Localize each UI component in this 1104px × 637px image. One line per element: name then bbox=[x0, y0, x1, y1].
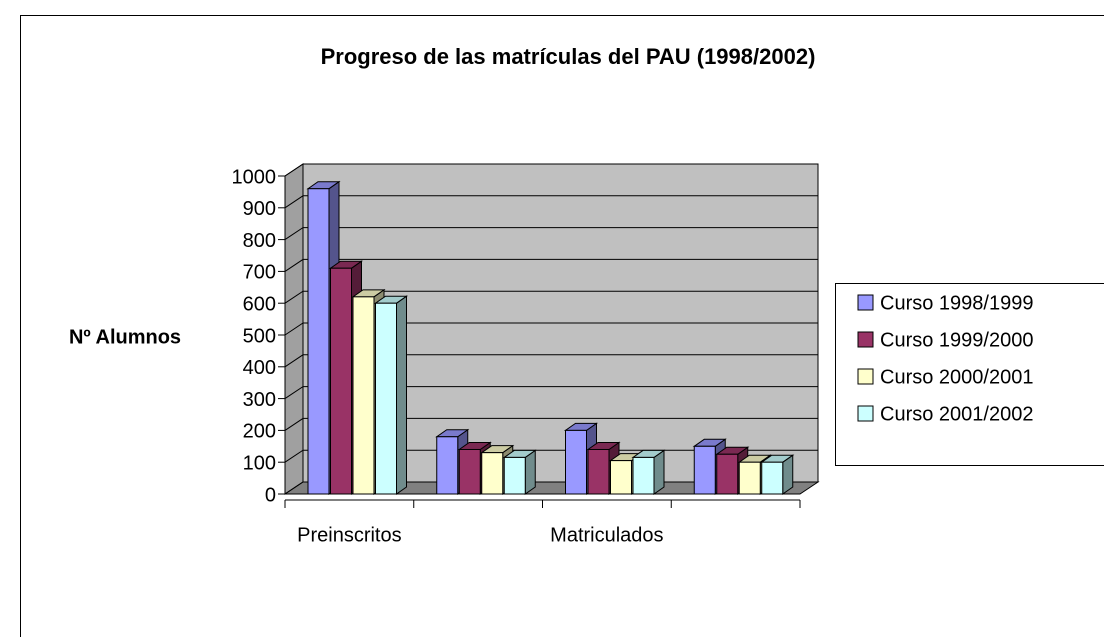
legend-swatch bbox=[857, 331, 874, 348]
grid-line bbox=[284, 386, 818, 400]
legend-label: Curso 1998/1999 bbox=[880, 292, 1033, 314]
legend-swatch bbox=[857, 294, 874, 311]
y-tick-label: 700 bbox=[243, 262, 276, 284]
grid-line bbox=[284, 163, 818, 177]
grid-line bbox=[284, 227, 818, 241]
grid-line bbox=[284, 258, 818, 272]
bar-front bbox=[375, 302, 397, 495]
grid-line bbox=[284, 417, 818, 431]
bar bbox=[760, 454, 795, 495]
y-tick-label: 300 bbox=[243, 389, 276, 411]
y-axis-label: Nº Alumnos bbox=[69, 326, 181, 348]
bar-front bbox=[761, 461, 784, 495]
legend-swatch bbox=[857, 405, 874, 422]
bar bbox=[373, 295, 409, 495]
y-tick-label: 400 bbox=[243, 357, 276, 379]
y-tick-label: 200 bbox=[243, 421, 276, 443]
bar-front bbox=[738, 461, 761, 495]
bar-side bbox=[396, 295, 407, 495]
bar-front bbox=[458, 448, 481, 495]
bar bbox=[502, 449, 537, 495]
y-tick-label: 500 bbox=[243, 325, 276, 347]
bar-front bbox=[436, 436, 459, 495]
x-tick-label: Preinscritos bbox=[297, 524, 401, 546]
y-tick-label: 1000 bbox=[232, 166, 277, 188]
bar bbox=[631, 449, 666, 495]
legend-label: Curso 2000/2001 bbox=[880, 366, 1033, 388]
bar-front bbox=[481, 452, 504, 495]
y-tick-label: 0 bbox=[265, 484, 276, 506]
bar-front bbox=[565, 429, 587, 495]
bar-front bbox=[632, 456, 655, 495]
bar-front bbox=[716, 453, 739, 495]
x-tick-label: Matriculados bbox=[550, 524, 663, 546]
bar-front bbox=[352, 296, 375, 495]
bar-front bbox=[330, 267, 352, 495]
y-tick-label: 900 bbox=[243, 198, 276, 220]
legend-label: Curso 2001/2002 bbox=[880, 403, 1033, 425]
bar-front bbox=[610, 460, 632, 495]
bar-front bbox=[503, 456, 526, 495]
bar-front bbox=[587, 448, 610, 495]
legend-box bbox=[835, 283, 1104, 466]
chart-title: Progreso de las matrículas del PAU (1998… bbox=[321, 44, 816, 69]
legend-label: Curso 1999/2000 bbox=[880, 329, 1033, 351]
y-tick-label: 800 bbox=[243, 230, 276, 252]
grid-line bbox=[284, 195, 818, 209]
y-tick-label: 100 bbox=[243, 452, 276, 474]
grid-line bbox=[284, 322, 818, 336]
bar-front bbox=[693, 445, 716, 495]
y-tick-label: 600 bbox=[243, 293, 276, 315]
legend-swatch bbox=[857, 368, 874, 385]
grid-line bbox=[284, 354, 818, 368]
bar-front bbox=[307, 188, 330, 495]
grid-line bbox=[284, 290, 818, 304]
